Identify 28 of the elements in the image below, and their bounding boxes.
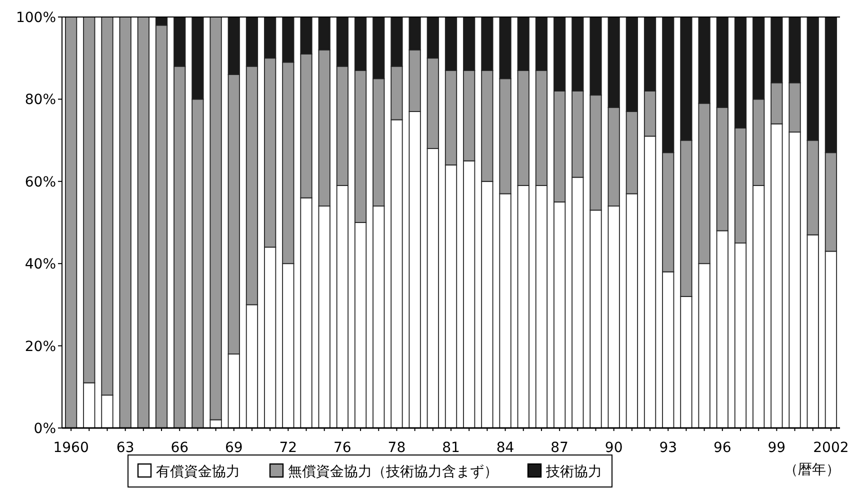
x-tick-label: 90 bbox=[604, 440, 623, 456]
bar bbox=[64, 16, 78, 428]
x-tick-label: 69 bbox=[224, 440, 243, 456]
y-tick-label: 40% bbox=[24, 256, 56, 273]
y-tick-label: 80% bbox=[24, 92, 56, 108]
y-tick-label: 20% bbox=[24, 338, 56, 355]
x-tick-label: 63 bbox=[116, 440, 134, 456]
x-tick-label: 76 bbox=[334, 440, 352, 456]
legend-label: 無償資金協力（技術協力含まず） bbox=[288, 464, 498, 480]
text: 有償資金協力 bbox=[156, 464, 240, 480]
x-tick-label: 99 bbox=[768, 440, 786, 456]
legend-label: 技術協力 bbox=[545, 464, 602, 480]
x-tick-label: 81 bbox=[442, 440, 460, 456]
y-tick-label: 0% bbox=[34, 421, 56, 437]
x-axis-title: （暦年） bbox=[784, 462, 840, 478]
x-tick-label: 72 bbox=[279, 440, 298, 456]
x-tick-label: 84 bbox=[496, 440, 514, 456]
y-tick-label: 60% bbox=[24, 174, 56, 190]
y-tick-label: 100% bbox=[16, 10, 56, 26]
x-tick-label: 87 bbox=[550, 440, 568, 456]
x-tick-label: 96 bbox=[713, 440, 732, 456]
x-tick-label: 2002 bbox=[813, 440, 849, 456]
bar bbox=[137, 16, 150, 428]
bar bbox=[119, 16, 132, 428]
x-tick-label: 1960 bbox=[53, 440, 89, 456]
x-tick-label: 93 bbox=[659, 440, 678, 456]
x-tick-label: 78 bbox=[388, 440, 406, 456]
x-tick-label: 66 bbox=[170, 440, 189, 456]
